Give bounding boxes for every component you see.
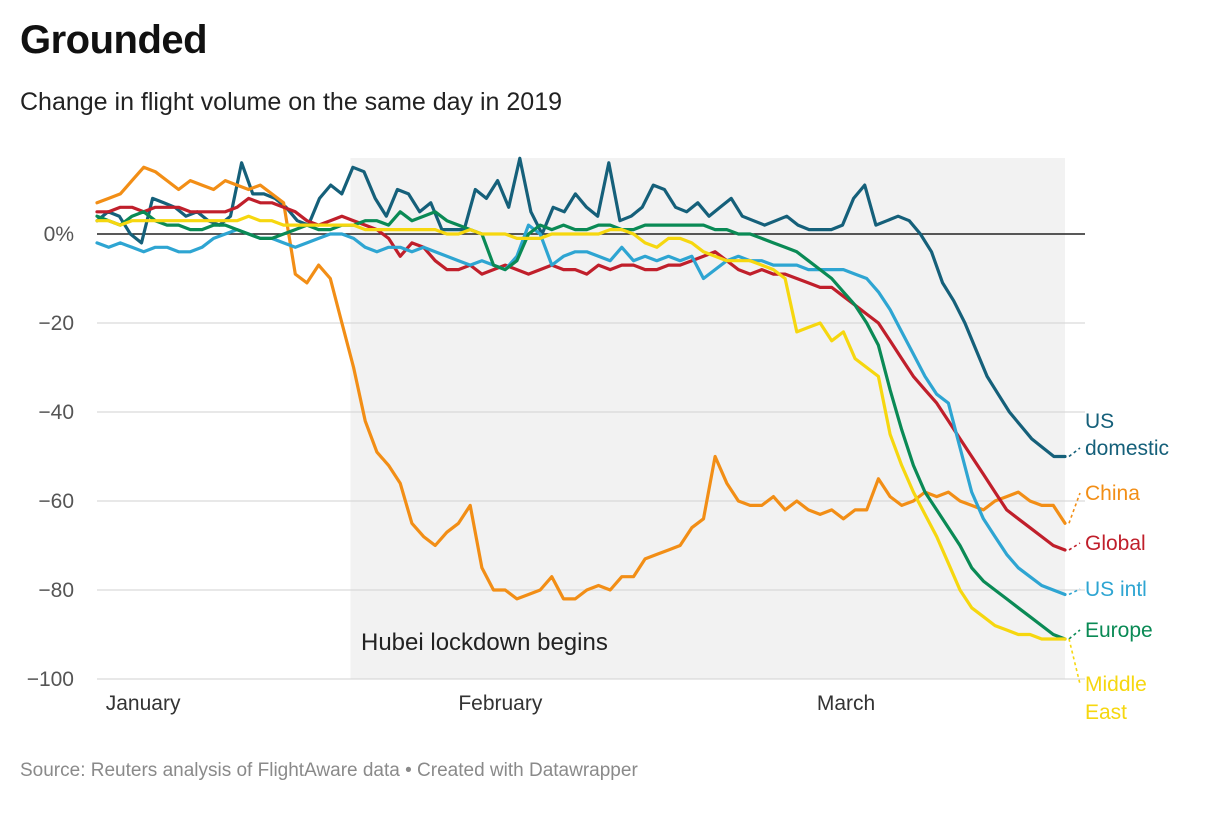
series-line-middle-east	[95, 214, 1067, 641]
y-tick-label: 0%	[44, 223, 74, 246]
series-label-leader	[1068, 588, 1081, 596]
x-tick-label: March	[817, 692, 875, 715]
y-tick-label: −60	[38, 490, 74, 513]
series-label-leader	[1068, 447, 1081, 458]
lockdown-shaded-region	[350, 158, 1065, 679]
series-label: Middle	[1085, 673, 1147, 696]
series-label-leader	[1068, 492, 1081, 524]
series-label: East	[1085, 701, 1127, 724]
y-tick-label: −20	[38, 312, 74, 335]
series-label-leader	[1068, 629, 1081, 640]
y-tick-label: −40	[38, 401, 74, 424]
chart-subtitle: Change in flight volume on the same day …	[20, 88, 563, 116]
series-label: Global	[1085, 532, 1146, 555]
y-tick-label: −100	[27, 668, 74, 691]
y-tick-label: −80	[38, 579, 74, 602]
source-note: Source: Reuters analysis of FlightAware …	[20, 760, 638, 781]
series-label: US	[1085, 410, 1114, 433]
series-line-china	[95, 165, 1067, 601]
series-label: China	[1085, 482, 1140, 505]
lockdown-annotation: Hubei lockdown begins	[361, 629, 608, 656]
chart-title: Grounded	[20, 18, 208, 62]
x-tick-label: February	[458, 692, 543, 715]
series-line-global	[95, 196, 1067, 552]
series-label-leader	[1068, 542, 1081, 551]
x-tick-label: January	[106, 692, 181, 715]
series-line-europe	[95, 210, 1067, 641]
series-line-us-domestic	[95, 156, 1067, 459]
series-label: Europe	[1085, 619, 1153, 642]
series-label-leader	[1068, 638, 1081, 685]
series-label: US intl	[1085, 578, 1147, 601]
series-label: domestic	[1085, 437, 1169, 460]
